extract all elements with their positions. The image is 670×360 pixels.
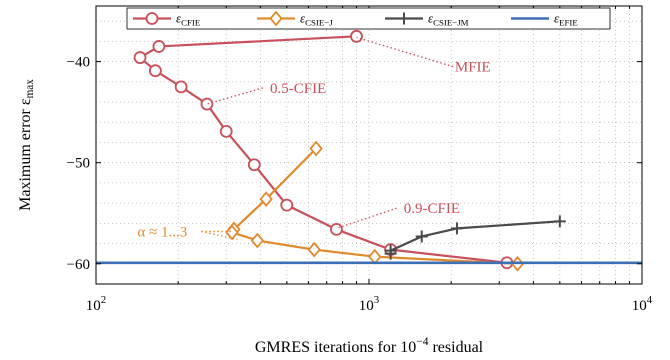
x-tick-label: 102 [86,294,106,314]
data-point [225,224,239,241]
annotation-pointer [336,207,397,230]
data-point [450,222,463,235]
ticks: 102 103 104 −60 −50 −40 [67,6,653,314]
legend-box [126,7,611,30]
annotation-label: 0.5-CFIE [270,81,326,97]
data-point [219,124,233,138]
data-point [330,223,343,236]
data-point [148,64,162,78]
y-axis-label: Maximum error εmax [17,79,36,211]
series-layer [96,29,642,272]
x-tick-label: 104 [632,294,653,314]
legend-swatch-marker [398,12,410,25]
y-tick-label: −40 [67,55,90,71]
data-point [307,241,321,258]
data-point [553,215,566,228]
annotations: MFIE 0.5-CFIE 0.9-CFIE α ≈ 1...3 [137,36,491,240]
data-point [368,248,382,265]
data-point [259,191,273,207]
data-point [280,198,294,212]
x-axis-label-text: GMRES iterations for 10−4 residual [255,336,484,356]
data-point [133,51,147,64]
data-point [174,80,188,94]
x-tick-label: 103 [359,294,379,314]
annotation-label: 0.9-CFIE [404,201,460,217]
legend-swatch-marker [145,12,159,25]
legend-swatch-marker [269,10,283,27]
annotation-label: MFIE [455,60,491,76]
y-tick-label: −60 [67,257,90,273]
data-point [309,140,323,157]
annotation-label: α ≈ 1...3 [137,224,187,240]
y-tick-label: −50 [67,156,90,172]
series-line [230,147,518,265]
annotation-pointer [206,87,264,105]
annotation-pointer [356,36,454,68]
data-point [415,230,428,243]
series-1 [225,140,525,272]
data-point [250,232,265,249]
series-2 [384,215,566,260]
data-point [384,244,397,257]
series-line [389,220,560,254]
data-point [247,158,261,172]
data-point [350,29,363,43]
legend: εCFIE εCSIE−J εCSIE−JM εEFIE [126,7,611,30]
data-point [152,40,166,53]
data-point [200,97,214,111]
